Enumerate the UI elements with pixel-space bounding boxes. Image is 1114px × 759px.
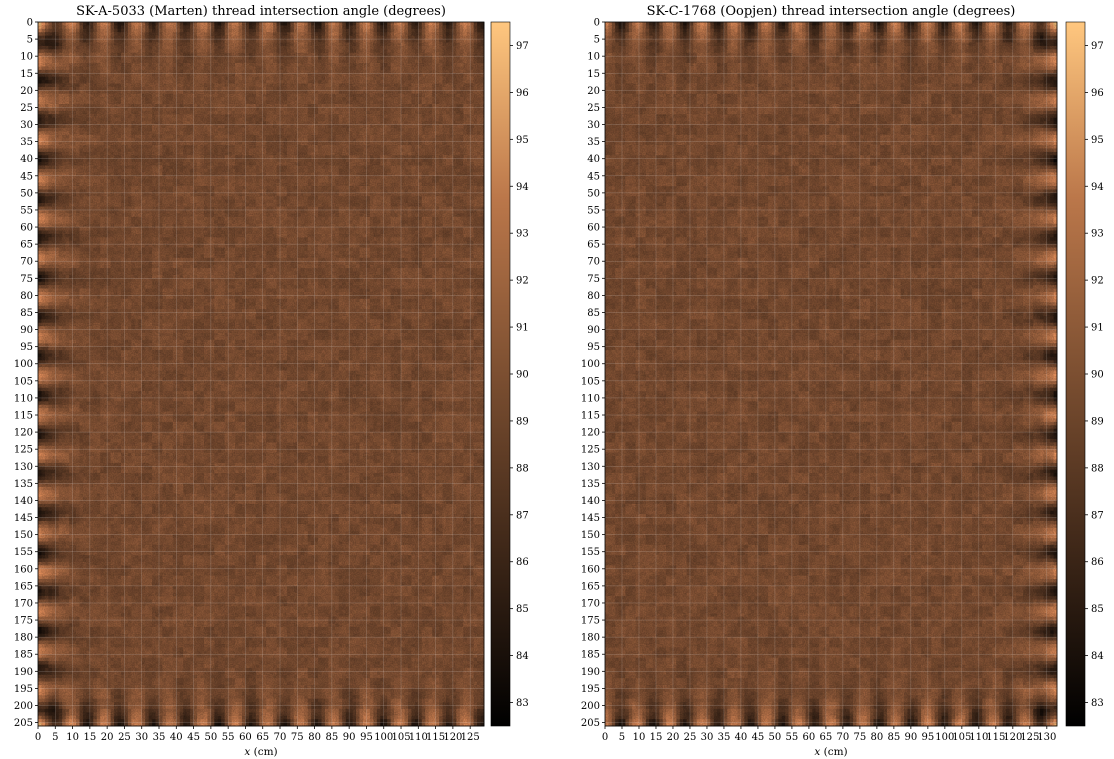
chart-title-marten: SK-A-5033 (Marten) thread intersection a… [76,4,446,19]
panel-marten: SK-A-5033 (Marten) thread intersection a… [14,4,529,758]
